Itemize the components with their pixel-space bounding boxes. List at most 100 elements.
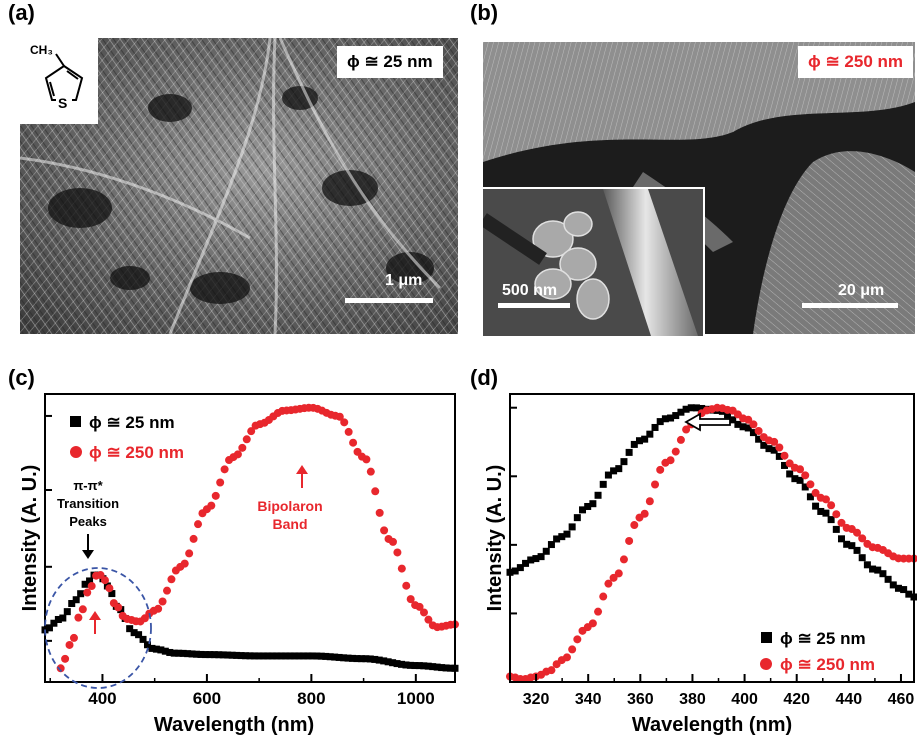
data-point — [573, 514, 581, 522]
data-point — [853, 546, 861, 554]
data-point — [588, 619, 597, 628]
data-point — [754, 426, 763, 435]
data-point — [397, 564, 406, 573]
data-point — [393, 660, 401, 668]
data-point — [362, 655, 370, 663]
legend-marker-d-250nm — [760, 658, 772, 670]
data-point — [216, 478, 225, 487]
data-point — [889, 581, 897, 589]
data-point — [765, 445, 773, 453]
data-point — [375, 656, 383, 664]
data-point — [630, 521, 639, 530]
data-point — [604, 579, 613, 588]
data-point — [821, 495, 830, 504]
data-point — [843, 540, 851, 548]
data-point — [139, 635, 147, 643]
legend-marker-c-25nm — [70, 416, 81, 427]
data-point — [589, 500, 597, 508]
data-point — [282, 652, 290, 660]
data-point — [59, 614, 67, 622]
data-point — [619, 555, 628, 564]
annotation-transition: Transition — [57, 496, 119, 511]
series-250nm-c — [56, 403, 459, 673]
data-point — [822, 509, 830, 517]
data-point — [837, 518, 846, 527]
data-point — [228, 651, 236, 659]
data-point — [135, 631, 143, 639]
transition-arrow — [82, 534, 94, 559]
data-point — [817, 507, 825, 515]
data-point — [277, 652, 285, 660]
data-point — [692, 404, 700, 412]
data-point — [291, 652, 299, 660]
bipolaron-arrow — [296, 465, 308, 488]
methyl-label: CH₃ — [30, 43, 53, 57]
data-point — [50, 619, 58, 627]
data-point — [273, 652, 281, 660]
data-point — [811, 488, 820, 497]
x-tick-label: 460 — [888, 691, 915, 708]
data-point — [163, 586, 172, 595]
data-point — [755, 435, 763, 443]
data-point — [812, 502, 820, 510]
data-point — [210, 651, 218, 659]
sem-inset-b — [483, 187, 705, 336]
data-point — [532, 555, 540, 563]
data-point — [219, 651, 227, 659]
data-point — [340, 418, 349, 427]
data-point — [331, 653, 339, 661]
x-tick-label: 1000 — [397, 689, 435, 708]
data-point — [447, 664, 455, 672]
data-point — [317, 652, 325, 660]
data-point — [308, 652, 316, 660]
data-point — [224, 651, 232, 659]
data-point — [796, 476, 804, 484]
data-point — [175, 649, 183, 657]
x-tick-label: 440 — [835, 691, 862, 708]
x-axis-label-d: Wavelength (nm) — [632, 714, 792, 736]
red-peak-arrow — [89, 611, 101, 634]
data-point — [215, 651, 223, 659]
data-point — [54, 615, 62, 623]
data-point — [614, 569, 623, 578]
data-point — [393, 548, 402, 557]
data-point — [438, 664, 446, 672]
data-point — [233, 450, 242, 459]
data-point — [651, 480, 660, 489]
data-point — [734, 420, 742, 428]
data-point — [154, 604, 163, 613]
panel-label-a: (a) — [8, 0, 35, 25]
x-tick-label: 380 — [679, 691, 706, 708]
data-point — [615, 465, 623, 473]
data-point — [635, 437, 643, 445]
data-point — [304, 652, 312, 660]
data-point — [388, 537, 397, 546]
data-point — [724, 411, 732, 419]
data-point — [264, 652, 272, 660]
data-point — [250, 652, 258, 660]
data-point — [415, 602, 424, 611]
data-point — [775, 452, 783, 460]
data-point — [568, 645, 577, 654]
data-point — [537, 553, 545, 561]
panel-label-c: (c) — [8, 365, 35, 390]
data-point — [900, 586, 908, 594]
diameter-label-b: ϕ ≅ 250 nm — [798, 46, 914, 78]
annotation-pi-pi: π-π* — [73, 478, 103, 493]
data-point — [594, 491, 602, 499]
data-point — [157, 646, 165, 654]
data-point — [760, 441, 768, 449]
scale-bar-a — [345, 298, 433, 303]
data-point — [682, 405, 690, 413]
data-point — [641, 435, 649, 443]
x-tick-label: 400 — [731, 691, 758, 708]
data-point — [130, 629, 138, 637]
data-point — [415, 662, 423, 670]
data-point — [676, 435, 685, 444]
data-point — [211, 491, 220, 500]
data-point — [185, 549, 194, 558]
data-point — [68, 600, 76, 608]
x-tick-label: 600 — [193, 689, 221, 708]
data-point — [384, 658, 392, 666]
data-point — [69, 633, 78, 642]
